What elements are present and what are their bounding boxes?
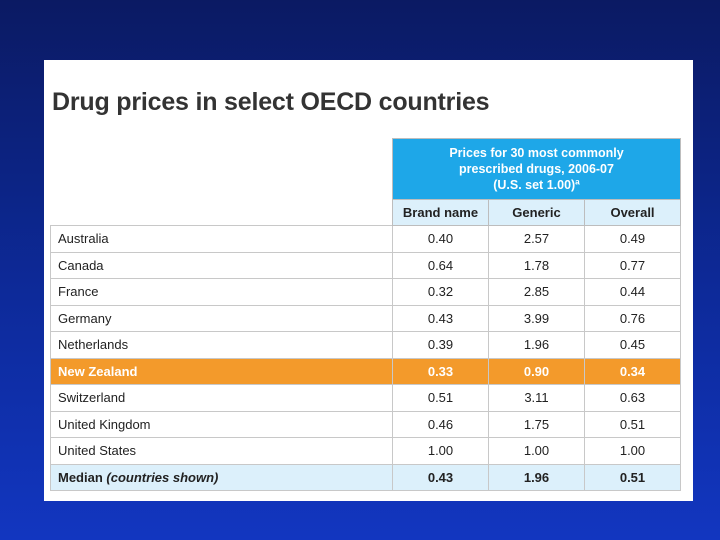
brand-cell: 0.40: [392, 225, 489, 253]
country-cell: Canada: [50, 251, 393, 279]
generic-cell: 2.85: [488, 278, 585, 306]
header-blank-cell: [50, 138, 393, 200]
overall-cell: 0.34: [583, 357, 682, 385]
overall-cell: 0.76: [583, 304, 682, 332]
overall-cell: 1.00: [583, 437, 682, 465]
brand-cell: 0.64: [392, 251, 489, 279]
median-label-cell: Median (countries shown): [50, 463, 393, 491]
generic-cell: 1.96: [488, 331, 585, 359]
price-table: Prices for 30 most commonly prescribed d…: [50, 138, 682, 491]
generic-cell: 3.99: [488, 304, 585, 332]
median-label: Median: [58, 469, 103, 485]
table-row: United States 1.00 1.00 1.00: [50, 437, 682, 465]
median-row: Median (countries shown) 0.43 1.96 0.51: [50, 463, 682, 491]
generic-cell: 1.75: [488, 410, 585, 438]
slide-card: Drug prices in select OECD countries Pri…: [44, 60, 693, 501]
price-table-wrapper: Prices for 30 most commonly prescribed d…: [50, 138, 682, 491]
table-row: Canada 0.64 1.78 0.77: [50, 251, 682, 279]
column-header-overall: Overall: [583, 199, 682, 226]
table-row: France 0.32 2.85 0.44: [50, 278, 682, 306]
group-header-line-2: prescribed drugs, 2006-07: [459, 162, 614, 176]
country-cell: Netherlands: [50, 331, 393, 359]
table-row: United Kingdom 0.46 1.75 0.51: [50, 410, 682, 438]
country-cell: Australia: [50, 225, 393, 253]
table-row: Australia 0.40 2.57 0.49: [50, 225, 682, 253]
overall-cell: 0.45: [583, 331, 682, 359]
slide-title: Drug prices in select OECD countries: [52, 88, 490, 116]
brand-cell: 1.00: [392, 437, 489, 465]
country-cell: Switzerland: [50, 384, 393, 412]
brand-cell: 0.33: [392, 357, 489, 385]
country-cell: United States: [50, 437, 393, 465]
brand-cell: 0.39: [392, 331, 489, 359]
overall-cell: 0.49: [583, 225, 682, 253]
country-cell: France: [50, 278, 393, 306]
column-header-brand: Brand name: [392, 199, 489, 226]
brand-cell: 0.46: [392, 410, 489, 438]
median-brand-cell: 0.43: [392, 463, 489, 491]
brand-cell: 0.43: [392, 304, 489, 332]
brand-cell: 0.51: [392, 384, 489, 412]
header-blank-cell: [50, 199, 393, 226]
country-cell: New Zealand: [50, 357, 393, 385]
generic-cell: 0.90: [488, 357, 585, 385]
median-generic-cell: 1.96: [488, 463, 585, 491]
median-overall-cell: 0.51: [583, 463, 682, 491]
overall-cell: 0.44: [583, 278, 682, 306]
generic-cell: 3.11: [488, 384, 585, 412]
brand-cell: 0.32: [392, 278, 489, 306]
country-cell: United Kingdom: [50, 410, 393, 438]
column-header-generic: Generic: [488, 199, 585, 226]
overall-cell: 0.51: [583, 410, 682, 438]
generic-cell: 1.78: [488, 251, 585, 279]
group-header-line-3: (U.S. set 1.00)ª: [493, 178, 580, 192]
median-note: (countries shown): [106, 469, 219, 485]
generic-cell: 1.00: [488, 437, 585, 465]
group-header: Prices for 30 most commonly prescribed d…: [391, 138, 682, 200]
group-header-line-1: Prices for 30 most commonly: [449, 146, 624, 160]
country-cell: Germany: [50, 304, 393, 332]
overall-cell: 0.77: [583, 251, 682, 279]
overall-cell: 0.63: [583, 384, 682, 412]
table-row: Switzerland 0.51 3.11 0.63: [50, 384, 682, 412]
table-row: Netherlands 0.39 1.96 0.45: [50, 331, 682, 359]
table-row-highlighted: New Zealand 0.33 0.90 0.34: [50, 357, 682, 385]
table-row: Germany 0.43 3.99 0.76: [50, 304, 682, 332]
generic-cell: 2.57: [488, 225, 585, 253]
